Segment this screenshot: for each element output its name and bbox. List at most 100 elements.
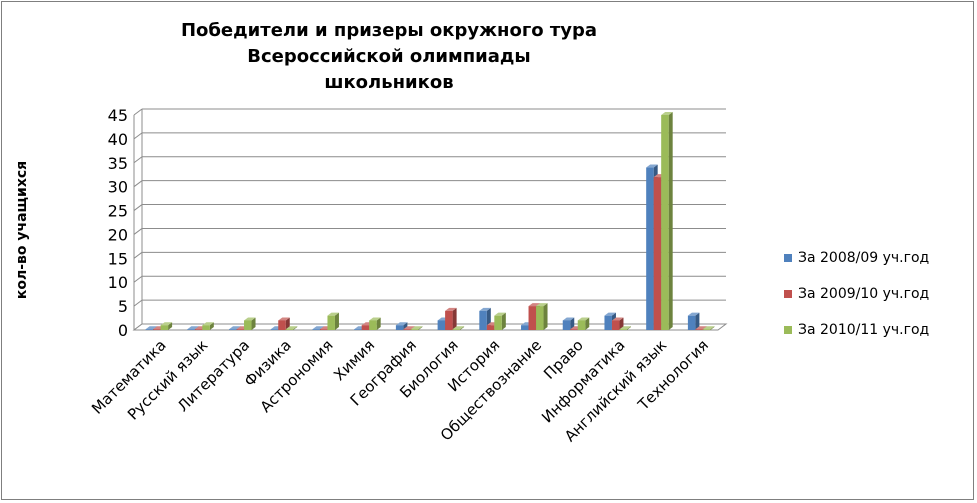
bar	[187, 329, 195, 330]
bar-top	[187, 326, 199, 330]
gridline-side	[133, 156, 143, 164]
bar	[619, 329, 627, 330]
gridline-side	[133, 228, 143, 235]
chart-title-line-1: Победители и призеры окружного тура Всер…	[180, 20, 598, 67]
y-tick-label: 35	[108, 154, 128, 173]
bar-top	[577, 317, 590, 321]
bar	[452, 329, 461, 330]
bar	[244, 320, 252, 330]
bar-side	[285, 317, 290, 330]
bar	[646, 167, 654, 330]
chart-title-line-2: школьников	[324, 72, 454, 93]
bar	[611, 320, 620, 330]
bar	[229, 329, 237, 330]
bar	[521, 325, 529, 330]
bar-side	[251, 317, 256, 330]
bar	[202, 325, 210, 330]
bar-top	[452, 326, 465, 330]
bar-side	[168, 322, 173, 330]
chart-title: Победители и призеры окружного тура Всер…	[100, 18, 678, 96]
bar-top	[702, 326, 715, 330]
y-tick-label: 0	[118, 321, 128, 340]
legend-label-2010: За 2010/11 уч.год	[798, 322, 930, 338]
bar-top	[479, 307, 491, 311]
bar-top	[229, 326, 241, 330]
bar	[479, 310, 487, 330]
bar-top	[619, 326, 631, 330]
bar	[312, 329, 320, 330]
y-tick-label: 30	[108, 178, 128, 197]
bar-side	[376, 317, 381, 330]
legend: За 2008/09 уч.год За 2009/10 уч.год За 2…	[784, 240, 929, 348]
bar	[145, 329, 154, 330]
bar-side	[452, 307, 457, 330]
y-tick-label: 25	[108, 202, 128, 221]
bar-side	[619, 317, 624, 330]
bar	[536, 306, 544, 330]
legend-item-2009: За 2009/10 уч.год	[784, 276, 929, 312]
legend-label-2008: За 2008/09 уч.год	[798, 250, 930, 266]
bar	[702, 329, 711, 330]
bar	[354, 329, 362, 330]
bar-top	[278, 317, 290, 321]
bar	[410, 329, 419, 330]
gridline-side	[133, 204, 143, 211]
bar	[403, 329, 411, 330]
bar-top	[661, 112, 673, 115]
bar-top	[445, 307, 457, 311]
bar	[570, 329, 578, 330]
bar-side	[668, 112, 673, 330]
bar-top	[536, 303, 548, 307]
bar-top	[687, 312, 700, 316]
bar	[395, 325, 404, 330]
bar	[160, 325, 169, 330]
bar-top	[528, 303, 541, 307]
bar-top	[395, 322, 408, 326]
y-tick-label: 40	[108, 130, 128, 149]
x-tick-label: Астрономия	[257, 336, 337, 416]
bar-top	[202, 322, 214, 326]
gridline-side	[133, 275, 143, 283]
bar-top	[327, 312, 339, 316]
bar-top	[312, 326, 324, 330]
bar-side	[543, 303, 548, 330]
legend-swatch-2009	[784, 290, 792, 298]
bar-top	[562, 317, 575, 321]
bar-side	[585, 317, 590, 330]
bar	[285, 329, 294, 330]
y-tick-label: 45	[108, 106, 128, 125]
bar	[327, 315, 335, 330]
bar-top	[244, 317, 256, 321]
y-tick-label: 10	[108, 273, 128, 292]
bar	[528, 306, 537, 330]
legend-item-2008: За 2008/09 уч.год	[784, 240, 929, 276]
bar	[695, 329, 703, 330]
bar	[236, 329, 245, 330]
bar-top	[695, 326, 707, 330]
bar	[604, 315, 612, 330]
bar	[270, 329, 279, 330]
bar-top	[369, 317, 381, 321]
bar	[577, 320, 586, 330]
bar-top	[145, 326, 158, 330]
bar-side	[570, 317, 575, 330]
bar	[486, 325, 495, 330]
bar-top	[403, 326, 415, 330]
bar-side	[403, 322, 408, 330]
bar	[194, 329, 203, 330]
gridline-side	[133, 180, 143, 188]
bar	[361, 325, 370, 330]
gridline-side	[133, 108, 143, 116]
bar-side	[501, 312, 506, 330]
gridline-side	[133, 251, 143, 259]
y-tick-label: 5	[118, 297, 128, 316]
bar-side	[293, 326, 298, 330]
legend-label-2009: За 2009/10 уч.год	[798, 286, 930, 302]
legend-swatch-2008	[784, 254, 792, 262]
bar	[562, 320, 571, 330]
bar-side	[626, 326, 631, 330]
bar-top	[611, 317, 624, 321]
bar	[661, 115, 669, 330]
